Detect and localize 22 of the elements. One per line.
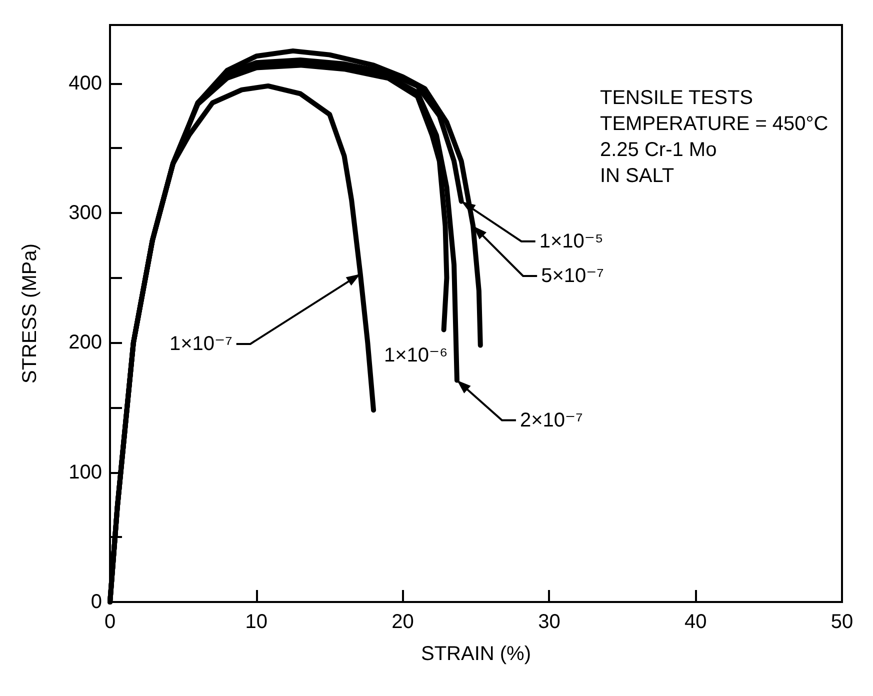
- series-label: 1×10⁻⁶: [384, 344, 448, 367]
- annotation: IN SALT: [600, 165, 674, 187]
- annotation: 2.25 Cr-1 Mo: [600, 139, 717, 161]
- y-axis-title: STRESS (MPa): [19, 243, 41, 384]
- text: 5×10⁻⁷: [541, 264, 604, 287]
- x-tick-label: 20: [392, 611, 414, 633]
- x-tick-label: 30: [538, 611, 560, 633]
- text: 2×10⁻⁷: [520, 409, 583, 432]
- y-tick-label: 300: [68, 202, 102, 224]
- x-tick-label: 50: [830, 611, 854, 633]
- series-label: 1×10⁻⁷: [170, 332, 232, 355]
- annotation: TEMPERATURE = 450°C: [600, 113, 828, 135]
- y-tick-label: 200: [68, 332, 102, 354]
- y-tick-label: 0: [90, 591, 102, 613]
- x-tick-label: 0: [104, 611, 116, 633]
- y-tick-label: 400: [68, 72, 102, 94]
- x-tick-label: 40: [684, 611, 707, 633]
- y-tick-label: 100: [68, 461, 102, 484]
- text: 1×10⁻⁵: [539, 230, 604, 252]
- x-tick-label: 10: [245, 611, 268, 633]
- annotation: TENSILE TESTS: [600, 87, 754, 109]
- x-axis-title: STRAIN (%): [421, 643, 531, 665]
